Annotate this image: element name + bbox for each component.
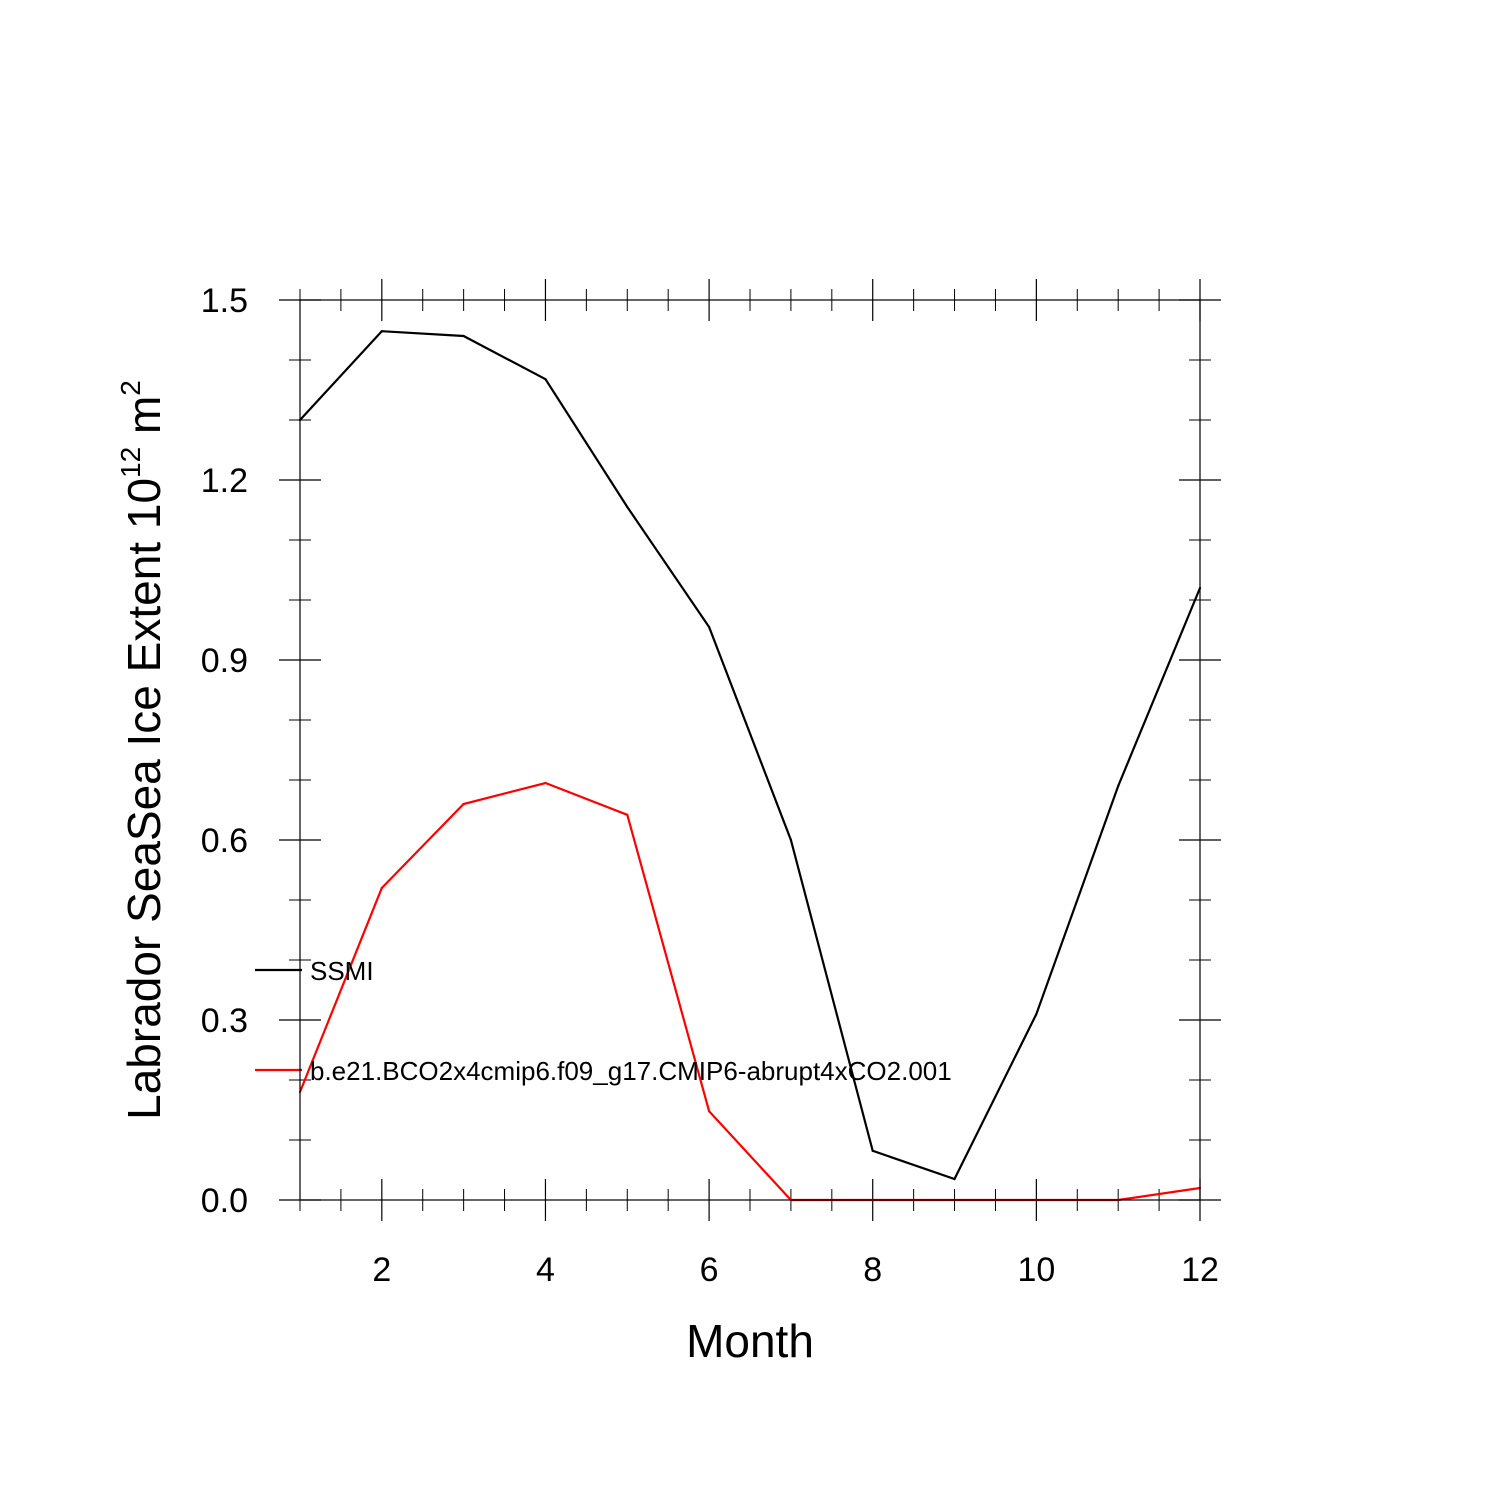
y-tick-label: 1.5 [201,282,248,320]
y-axis-title-exponent: 12 [115,447,146,478]
x-tick-label: 2 [372,1251,391,1289]
y-axis-title-unit-exponent: 2 [115,380,146,396]
x-axis-title: Month [686,1315,814,1367]
data-point [1035,1012,1038,1016]
x-tick-label: 4 [536,1251,555,1289]
y-axis-title-unit: m [118,396,170,447]
data-point [871,1149,874,1152]
x-tick-label: 8 [863,1251,882,1289]
legend-label: SSMI [310,956,374,986]
data-point [380,886,383,890]
x-tick-label: 6 [700,1251,719,1289]
y-tick-label: 0.9 [201,642,248,680]
data-point [707,1110,711,1113]
data-point [953,1177,956,1181]
series-line [299,330,1202,1181]
data-point [789,838,793,842]
y-tick-label: 0.0 [201,1182,248,1220]
data-point [462,802,465,806]
x-tick-label: 10 [1017,1251,1055,1289]
data-point [1117,784,1120,788]
data-point [707,625,711,629]
plot-frame [299,299,1201,1201]
data-point [626,505,629,509]
legend-label: b.e21.BCO2x4cmip6.f09_g17.CMIP6-abrupt4x… [310,1056,952,1086]
y-axis-title-main: Labrador SeaSea Ice Extent 10 [118,478,170,1120]
y-tick-label: 0.6 [201,822,248,860]
data-point [544,781,547,785]
data-point [544,378,547,381]
legend: SSMI b.e21.BCO2x4cmip6.f09_g17.CMIP6-abru… [255,956,952,1086]
x-tick-label: 12 [1181,1251,1219,1289]
x-tick-labels: 2 4 6 8 10 12 [372,1251,1219,1289]
data-point [380,330,383,333]
y-tick-label: 0.3 [201,1002,248,1040]
y-axis-title: Labrador SeaSea Ice Extent 1012 m2 [115,380,170,1120]
y-tick-label: 1.2 [201,462,248,500]
y-tick-labels: 0.0 0.3 0.6 0.9 1.2 1.5 [201,282,248,1220]
data-point [462,334,465,338]
data-point [626,813,629,816]
